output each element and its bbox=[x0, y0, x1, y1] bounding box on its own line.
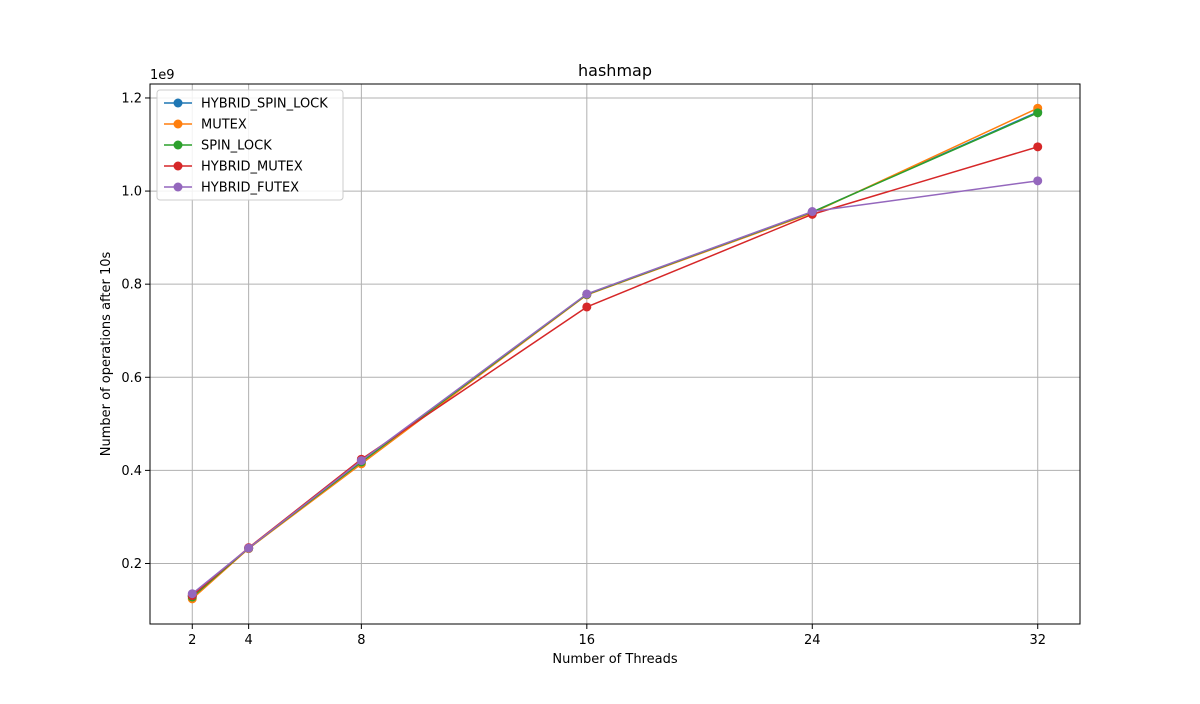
data-point bbox=[1033, 176, 1043, 186]
x-tick-label: 2 bbox=[188, 633, 196, 648]
data-point bbox=[1033, 142, 1043, 152]
legend-label: MUTEX bbox=[201, 118, 247, 133]
y-offset-label: 1e9 bbox=[150, 68, 175, 83]
x-tick-label: 4 bbox=[244, 633, 252, 648]
y-tick-label: 0.4 bbox=[121, 464, 142, 479]
data-point bbox=[1033, 108, 1043, 118]
x-axis-label: Number of Threads bbox=[552, 652, 677, 667]
data-point bbox=[582, 289, 592, 299]
legend-label: SPIN_LOCK bbox=[201, 139, 272, 154]
x-tick-label: 8 bbox=[357, 633, 365, 648]
data-point bbox=[356, 456, 366, 466]
y-tick-label: 0.6 bbox=[121, 371, 142, 386]
y-axis-label: Number of operations after 10s bbox=[99, 252, 114, 457]
data-point bbox=[582, 302, 592, 312]
y-tick-label: 1.0 bbox=[121, 185, 142, 200]
legend-swatch-marker bbox=[173, 98, 183, 108]
y-tick-label: 0.8 bbox=[121, 278, 142, 293]
series-hybrid-futex bbox=[187, 176, 1043, 599]
series-line bbox=[191, 146, 1038, 597]
legend-swatch-marker bbox=[173, 182, 183, 192]
chart-title: hashmap bbox=[578, 61, 652, 80]
legend-label: HYBRID_SPIN_LOCK bbox=[201, 97, 328, 112]
series-layer bbox=[187, 103, 1043, 604]
x-tick-label: 24 bbox=[804, 633, 821, 648]
y-tick-label: 1.2 bbox=[121, 91, 142, 106]
y-tick-label: 0.2 bbox=[121, 557, 142, 572]
legend-label: HYBRID_FUTEX bbox=[201, 181, 299, 196]
series-line bbox=[191, 180, 1038, 595]
legend-swatch-marker bbox=[173, 140, 183, 150]
legend-swatch-marker bbox=[173, 161, 183, 171]
x-tick-label: 32 bbox=[1029, 633, 1046, 648]
legend-item: HYBRID_FUTEX bbox=[164, 181, 299, 196]
legend-label: HYBRID_MUTEX bbox=[201, 160, 303, 175]
plot-frame bbox=[149, 83, 1081, 625]
x-ticks: 2 4 8 16 24 32 bbox=[188, 624, 1046, 648]
legend-item: SPIN_LOCK bbox=[164, 139, 272, 154]
legend-item: MUTEX bbox=[164, 118, 247, 133]
legend-frame bbox=[156, 89, 344, 201]
data-point bbox=[807, 207, 817, 217]
y-ticks: 0.2 0.4 0.6 0.8 1.0 1.2 bbox=[121, 91, 150, 572]
data-point bbox=[187, 589, 197, 599]
x-tick-label: 16 bbox=[579, 633, 596, 648]
data-point bbox=[244, 543, 254, 553]
legend-item: HYBRID_SPIN_LOCK bbox=[164, 97, 328, 112]
legend-swatch-marker bbox=[173, 119, 183, 129]
series-hybrid-mutex bbox=[187, 142, 1043, 601]
legend-item: HYBRID_MUTEX bbox=[164, 160, 303, 175]
legend: HYBRID_SPIN_LOCK MUTEX SPIN_LOCK HYBRID_MUT… bbox=[156, 89, 344, 201]
